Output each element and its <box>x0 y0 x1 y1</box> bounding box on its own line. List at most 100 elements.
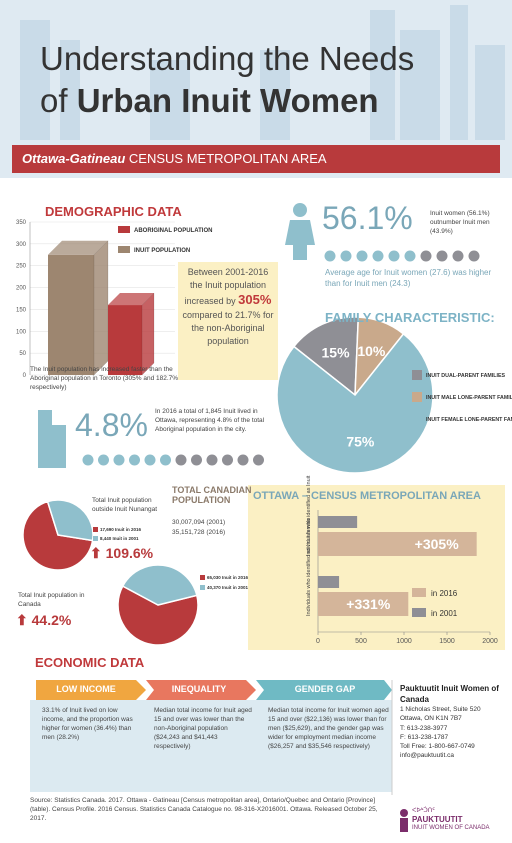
legend-swatch <box>412 588 426 597</box>
woman-icon <box>285 203 315 260</box>
contact-tel: T: 613-238-3977 <box>400 724 448 732</box>
x-tick-label: 0 <box>316 638 320 645</box>
bar-side <box>141 292 155 376</box>
arrow-inequality <box>146 680 256 700</box>
bar-side <box>93 240 109 376</box>
legend-label: INUIT MALE LONE-PARENT FAMILIES <box>426 395 512 401</box>
callout: Between 2001-2016 the Inuit population i… <box>178 262 278 380</box>
dot <box>237 454 249 466</box>
dot <box>404 250 416 262</box>
dot <box>388 250 400 262</box>
legend-label: in 2016 <box>431 589 458 598</box>
dot <box>452 250 464 262</box>
dot <box>372 250 384 262</box>
women-pct: 56.1% <box>322 200 413 236</box>
canada-pct-value: 44.2% <box>31 612 72 628</box>
contact-org: Pauktuutit Inuit Women of Canada <box>400 684 499 705</box>
contact-fax: F: 613-238-1787 <box>400 733 449 741</box>
y-tick-label: 0 <box>23 373 27 379</box>
callout-rest: compared to 21.7% for the non-Aboriginal… <box>182 310 274 346</box>
x-tick-label: 1000 <box>396 638 412 645</box>
legend-label: INUIT FEMALE LONE-PARENT FAMILIES <box>426 417 512 423</box>
family-heading: FAMILY CHARACTERISTIC: <box>325 310 495 325</box>
legend-swatch <box>200 585 205 590</box>
callout-pct: 305% <box>238 292 272 308</box>
legend-swatch <box>412 414 422 424</box>
pie-label: 75% <box>346 433 375 449</box>
x-tick-label: 2000 <box>482 638 498 645</box>
title-2: of Urban Inuit Women <box>40 82 379 120</box>
building-icon <box>38 410 66 468</box>
bar <box>48 254 94 375</box>
dot <box>436 250 448 262</box>
title-bold: Urban Inuit Women <box>76 82 379 119</box>
y-tick-label: 150 <box>16 307 27 313</box>
legend-swatch <box>412 392 422 402</box>
banner-text: Ottawa-Gatineau CENSUS METROPOLITAN AREA <box>22 151 327 166</box>
pie-slice <box>117 585 199 646</box>
y-tick-label: 100 <box>16 329 27 335</box>
dot <box>175 454 187 466</box>
economic-text: Median total income for Inuit women aged… <box>268 707 389 751</box>
demographic-heading: DEMOGRAPHIC DATA <box>45 204 182 219</box>
legend-swatch <box>412 370 422 380</box>
pie-slice <box>46 499 94 542</box>
ottawa-cma-heading: OTTAWA – CENSUS METROPOLITAN AREA <box>253 490 481 502</box>
pie-slice <box>292 316 360 397</box>
legend-label: 17,690 Inuit in 2016 <box>100 527 142 532</box>
dot <box>113 454 125 466</box>
economic-title: INEQUALITY <box>171 684 227 694</box>
canadian-heading: TOTAL CANADIAN POPULATION <box>172 485 252 505</box>
banner-place: Ottawa-Gatineau <box>22 151 126 166</box>
logo-sub: INUIT WOMEN OF CANADA <box>412 825 490 832</box>
contact-address2: Ottawa, ON K1N 7B7 <box>400 715 462 723</box>
logo-syllabics: ᐸᐅᒃᑑᑎᑦ <box>412 808 435 814</box>
dot <box>324 250 336 262</box>
dot <box>98 454 109 466</box>
women-text: Inuit women (56.1%) outnumber Inuit men … <box>430 210 490 235</box>
economic-text: Median total income for Inuit aged 15 an… <box>154 707 252 751</box>
legend-label: 40,370 Inuit in 2001 <box>207 585 249 590</box>
canada-pct: ⬆ 44.2% <box>16 612 72 628</box>
skyline <box>20 5 505 140</box>
economic-title: GENDER GAP <box>294 684 356 694</box>
dot <box>420 250 432 262</box>
value-label: +331% <box>346 596 391 612</box>
contact-address1: 1 Nicholas Street, Suite 520 <box>400 706 481 714</box>
demographic-caption: The Inuit population has increased faste… <box>30 366 179 391</box>
pie-slice <box>276 332 434 474</box>
legend-swatch <box>412 608 426 617</box>
ottawa-share-text: In 2016 a total of 1,845 Inuit lived in … <box>155 408 265 433</box>
outside-label: Total Inuit population outside Inuit Nun… <box>92 497 158 513</box>
dot <box>191 454 202 466</box>
economic-text: 33.1% of Inuit lived on low income, and … <box>42 707 133 742</box>
contact: Pauktuutit Inuit Women of Canada 1 Nicho… <box>400 683 505 760</box>
economic-bg <box>30 700 392 792</box>
category-label: Individuals who identified as Inuit <box>306 475 312 556</box>
dot <box>206 454 218 466</box>
dot <box>340 250 352 262</box>
outside-pct-value: 109.6% <box>105 545 154 561</box>
canadian-2001: 30,007,094 (2001) <box>172 519 226 526</box>
banner <box>12 145 500 173</box>
legend-swatch <box>118 246 130 253</box>
canada-label: Total Inuit population in Canada <box>18 592 85 608</box>
x-tick-label: 500 <box>355 638 367 645</box>
bar <box>318 516 358 528</box>
bar-top <box>48 240 108 255</box>
y-tick-label: 200 <box>16 286 27 292</box>
legend-label: ABORIGINAL POPULATION <box>134 228 212 234</box>
value-label: +305% <box>415 536 460 552</box>
pie-slice <box>22 500 94 571</box>
pie-label: 10% <box>357 343 386 359</box>
y-tick-label: 250 <box>16 264 27 270</box>
legend-label: INUIT DUAL-PARENT FAMILIES <box>426 373 506 379</box>
bar <box>318 576 340 588</box>
legend-swatch <box>200 575 205 580</box>
legend-label: in 2001 <box>431 609 458 618</box>
y-tick-label: 300 <box>16 242 27 248</box>
legend-swatch <box>93 536 98 541</box>
dot <box>253 454 264 466</box>
economic-heading: ECONOMIC DATA <box>35 655 145 670</box>
